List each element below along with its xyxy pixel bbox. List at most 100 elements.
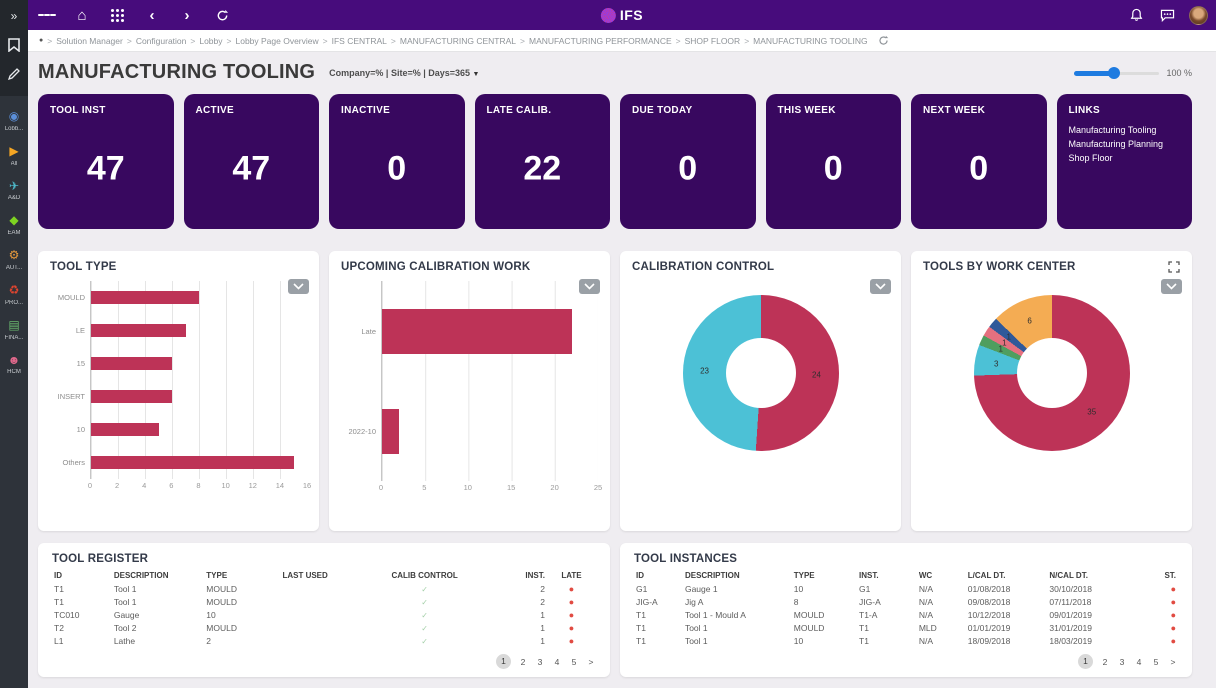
user-avatar[interactable] xyxy=(1189,5,1208,25)
chart-options-chevron-button[interactable] xyxy=(1161,279,1182,294)
home-icon[interactable]: ⌂ xyxy=(77,6,87,24)
top-bar: ⌂ ‹ › IFS xyxy=(28,0,1216,30)
chart-options-chevron-button[interactable] xyxy=(870,279,891,294)
breadcrumb-segment[interactable]: MANUFACTURING CENTRAL xyxy=(399,35,517,46)
breadcrumb-segment[interactable]: MANUFACTURING PERFORMANCE xyxy=(529,35,672,46)
pencil-icon[interactable] xyxy=(8,68,20,80)
refresh-icon[interactable] xyxy=(213,6,231,24)
table-row[interactable]: T1 Tool 1 - Mould A MOULD T1-A N/A 10/12/2018… xyxy=(634,608,1178,621)
link-manufacturing-planning[interactable]: Manufacturing Planning xyxy=(1068,138,1164,149)
table-row[interactable]: T1 Tool 1 MOULD ✓ 2 ● xyxy=(52,582,596,595)
link-shop-floor[interactable]: Shop Floor xyxy=(1068,152,1113,163)
page-button-5[interactable]: 5 xyxy=(1153,656,1159,667)
chart-options-chevron-button[interactable] xyxy=(288,279,309,294)
table-row[interactable]: TC010 Gauge 10 ✓ 1 ● xyxy=(52,608,596,621)
kpi-card-active[interactable]: ACTIVE 47 xyxy=(183,94,319,229)
sidebar-item-aut[interactable]: ⚙ AUT... xyxy=(0,247,28,273)
next-page-button[interactable]: > xyxy=(1170,656,1176,667)
table-cell: 10 xyxy=(206,609,216,620)
app-grid-icon[interactable] xyxy=(108,6,126,24)
expand-icon[interactable] xyxy=(1168,261,1180,273)
table-row[interactable]: T1 Tool 1 MOULD T1 MLD 01/01/2019 31/01/2019 ● xyxy=(634,621,1178,634)
ifs-logo: IFS xyxy=(600,0,643,30)
kpi-card-this-week[interactable]: THIS WEEK 0 xyxy=(765,94,901,229)
column-header-description: DESCRIPTION xyxy=(684,571,740,580)
link-manufacturing-tooling[interactable]: Manufacturing Tooling xyxy=(1068,125,1157,135)
table-row[interactable]: T1 Tool 1 MOULD ✓ 2 ● xyxy=(52,595,596,608)
donut-chart[interactable]: 35 3 1 1 1 6 xyxy=(973,295,1130,451)
page-button-3[interactable]: 3 xyxy=(1119,656,1125,667)
sidebar-module-list: ◉ Lobb... ▶ All ✈ A&D ◆ EAM ⚙ AUT... ♻ PRO... ▤ FINA.… xyxy=(0,96,28,688)
kpi-card-inactive[interactable]: INACTIVE 0 xyxy=(329,94,465,229)
bar-insert[interactable] xyxy=(91,390,172,403)
status-dot-icon: ● xyxy=(568,635,575,646)
notifications-bell-icon[interactable] xyxy=(1127,6,1145,24)
table-row[interactable]: T2 Tool 2 MOULD ✓ 1 ● xyxy=(52,621,596,634)
sidebar-item-eam[interactable]: ◆ EAM xyxy=(0,212,28,238)
page-button-2[interactable]: 2 xyxy=(1102,656,1108,667)
page-button-1[interactable]: 1 xyxy=(496,654,511,669)
kpi-card-due-today[interactable]: DUE TODAY 0 xyxy=(620,94,756,229)
sidebar-item-label: A&D xyxy=(7,195,21,202)
breadcrumb-segment[interactable]: Lobby xyxy=(199,35,223,46)
axis-tick-label: 0 xyxy=(87,481,93,490)
kpi-card-links[interactable]: LINKS Manufacturing Tooling Manufacturing … xyxy=(1056,94,1192,229)
breadcrumb-segment[interactable]: Configuration xyxy=(135,35,187,46)
sidebar-item-pro[interactable]: ♻ PRO... xyxy=(0,282,28,308)
page-button-4[interactable]: 4 xyxy=(1136,656,1142,667)
kpi-label: LATE CALIB. xyxy=(486,105,552,116)
page-button-2[interactable]: 2 xyxy=(520,656,526,667)
breadcrumb-segment[interactable]: Solution Manager xyxy=(56,35,123,46)
bar-late[interactable] xyxy=(382,308,573,354)
bar-chart: MOULD LE 15 INSERT 10 Others 0 2 4 6 8 10 12 14 16 xyxy=(50,281,311,491)
sidebar-item-fina[interactable]: ▤ FINA... xyxy=(0,317,28,343)
page-button-5[interactable]: 5 xyxy=(571,656,577,667)
pagination: 1 2 3 4 5 > xyxy=(634,654,1178,669)
table-cell: ● xyxy=(1129,595,1178,608)
table-row[interactable]: G1 Gauge 1 10 G1 N/A 01/08/2018 30/10/2018 ● xyxy=(634,582,1178,595)
bar-others[interactable] xyxy=(91,456,294,469)
next-page-button[interactable]: > xyxy=(588,656,594,667)
table-cell: ✓ xyxy=(362,608,487,621)
breadcrumb-segment[interactable]: MANUFACTURING TOOLING xyxy=(753,35,868,46)
expand-sidebar-icon[interactable]: » xyxy=(10,9,18,23)
bar-2022-10[interactable] xyxy=(382,408,400,454)
forward-icon[interactable]: › xyxy=(184,6,190,24)
chart-options-chevron-button[interactable] xyxy=(579,279,600,294)
breadcrumb-segment[interactable]: Lobby Page Overview xyxy=(235,35,319,46)
kpi-card-tool-inst[interactable]: TOOL INST 47 xyxy=(38,94,174,229)
kpi-card-late-calib[interactable]: LATE CALIB. 22 xyxy=(474,94,610,229)
back-icon[interactable]: ‹ xyxy=(149,6,155,24)
sidebar-item-hcm[interactable]: ☻ HCM xyxy=(0,352,28,378)
sidebar-item-lobby[interactable]: ◉ Lobb... xyxy=(0,108,28,134)
breadcrumb-segment[interactable]: IFS CENTRAL xyxy=(331,35,387,46)
kpi-card-next-week[interactable]: NEXT WEEK 0 xyxy=(911,94,1047,229)
bar-le[interactable] xyxy=(91,324,186,337)
status-dot-icon: ● xyxy=(1170,622,1176,633)
chart-card-tools-by-work-center: TOOLS BY WORK CENTER 35 3 1 1 1 6 xyxy=(911,251,1192,531)
kpi-label: ACTIVE xyxy=(195,105,234,116)
bar-15[interactable] xyxy=(91,357,172,370)
zoom-slider[interactable] xyxy=(1074,66,1160,79)
bookmark-icon[interactable] xyxy=(8,38,20,52)
page-button-1[interactable]: 1 xyxy=(1078,654,1093,669)
table-cell: T1 xyxy=(54,596,64,607)
hamburger-menu-icon[interactable] xyxy=(38,6,56,24)
sidebar-item-all[interactable]: ▶ All xyxy=(0,143,28,169)
table-cell: 10/12/2018 xyxy=(967,609,1011,620)
breadcrumb-refresh-icon[interactable] xyxy=(878,35,889,46)
table-row[interactable]: T1 Tool 1 10 T1 N/A 18/09/2018 18/03/2019 ● xyxy=(634,634,1178,647)
bar-10[interactable] xyxy=(91,423,159,436)
table-row[interactable]: L1 Lathe 2 ✓ 1 ● xyxy=(52,634,596,647)
chat-icon[interactable] xyxy=(1158,6,1176,24)
bar-mould[interactable] xyxy=(91,291,199,304)
zoom-slider-knob[interactable] xyxy=(1107,66,1120,79)
context-filter-dropdown[interactable]: Company=% | Site=% | Days=365 ▼ xyxy=(329,67,480,78)
breadcrumb-segment[interactable]: SHOP FLOOR xyxy=(684,35,741,46)
table-row[interactable]: JIG-A Jig A 8 JIG-A N/A 09/08/2018 07/11/2018 ● xyxy=(634,595,1178,608)
donut-chart[interactable]: 24 23 xyxy=(682,295,839,451)
sidebar-item-aad[interactable]: ✈ A&D xyxy=(0,178,28,204)
page-button-4[interactable]: 4 xyxy=(554,656,560,667)
page-button-3[interactable]: 3 xyxy=(537,656,543,667)
table-cell: 10 xyxy=(793,583,804,594)
